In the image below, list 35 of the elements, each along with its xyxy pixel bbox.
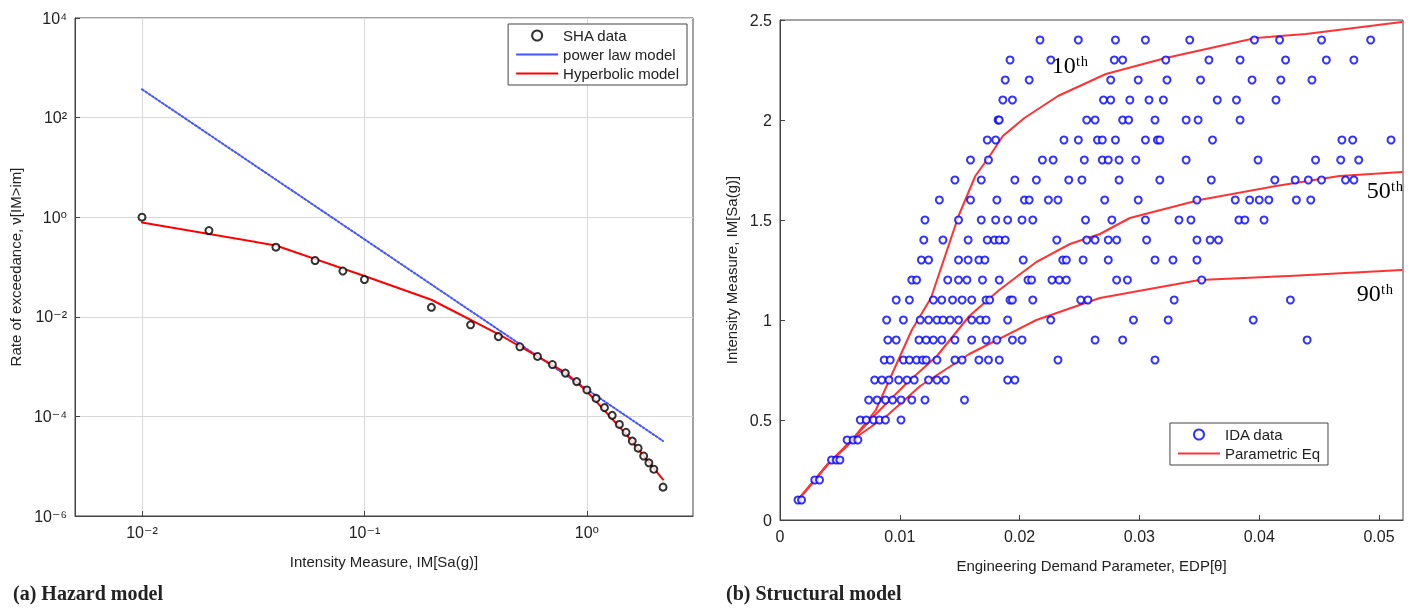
x-axis-title: Engineering Demand Parameter, EDP[θ] (956, 557, 1227, 574)
legend-label: power law model (563, 46, 676, 63)
x-tick-label: 10⁻¹ (348, 523, 381, 541)
y-tick-label: 10² (43, 109, 68, 127)
x-tick-label: 0.03 (1123, 527, 1156, 545)
y-axis-title: Rate of exceedance, ν[IM>im] (7, 167, 24, 367)
x-tick-label: 0.05 (1363, 527, 1395, 545)
y-tick-label: 0.5 (749, 411, 773, 429)
x-axis-title: Intensity Measure, IM[Sa(g)] (289, 553, 479, 570)
annotation: 10ᵗʰ (1051, 52, 1089, 78)
x-tick-label: 0.02 (1004, 527, 1036, 545)
x-tick-label: 0 (775, 527, 785, 545)
x-tick-label: 0.01 (884, 527, 916, 545)
x-tick-label: 10⁰ (574, 523, 599, 541)
legend-label: Hyperbolic model (563, 65, 680, 82)
annotation: 50ᵗʰ (1366, 177, 1404, 203)
text: (a) Hazard model (13, 582, 164, 605)
legend-label: IDA data (1224, 426, 1284, 443)
y-tick-label: 10⁻² (35, 308, 68, 326)
y-tick-label: 1.5 (749, 211, 773, 229)
y-tick-label: 2.5 (749, 11, 773, 29)
y-tick-label: 0 (763, 511, 773, 529)
legend-label: SHA data (563, 27, 628, 44)
y-tick-label: 10⁻⁴ (33, 407, 68, 425)
x-tick-label: 0.04 (1243, 527, 1275, 545)
y-tick-label: 10⁴ (42, 9, 68, 27)
y-tick-label: 10⁰ (42, 208, 68, 226)
text: (b) Structural model (726, 582, 902, 605)
annotation: 90ᵗʰ (1356, 280, 1394, 306)
y-tick-label: 1 (763, 311, 773, 329)
y-axis-title: Intensity Measure, IM[Sa(g)] (722, 175, 740, 365)
y-tick-label: 2 (763, 111, 773, 129)
y-tick-label: 10⁻⁶ (34, 507, 68, 525)
x-tick-label: 10⁻² (126, 523, 159, 541)
legend-label: Parametric Eq (1224, 445, 1321, 462)
